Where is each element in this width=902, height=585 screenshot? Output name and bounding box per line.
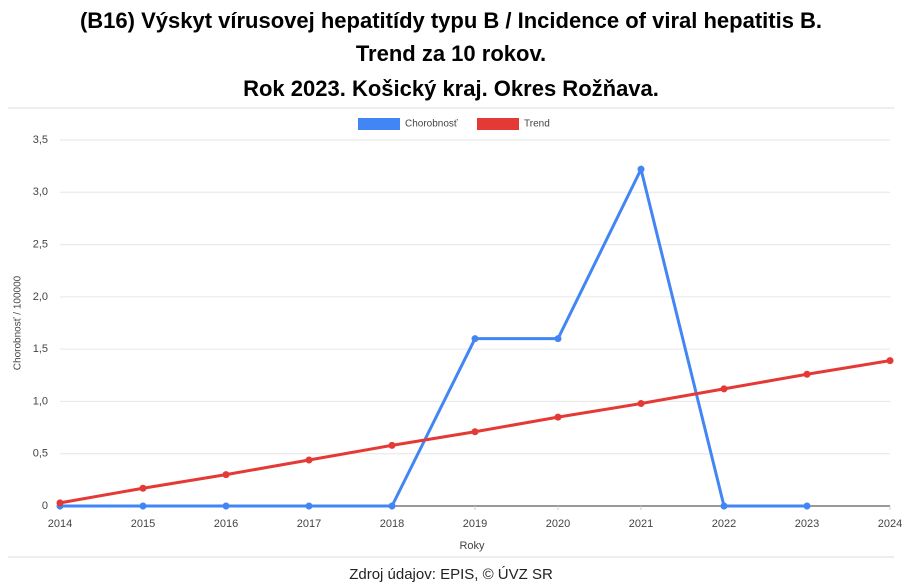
point [305,502,313,510]
y-tick-label: 0 [42,500,48,512]
point [720,502,728,510]
x-tick-label: 2014 [48,518,72,530]
x-tick-label: 2017 [297,518,321,530]
legend-label: Trend [524,119,550,130]
x-tick-label: 2022 [712,518,736,530]
point [139,484,147,492]
chart-title: (B16) Výskyt vírusovej hepatitídy typu B… [80,8,822,33]
source: Zdroj údajov: EPIS, © ÚVZ SR [349,566,553,583]
point [139,502,147,510]
x-tick-label: 2018 [380,518,404,530]
point [886,357,894,365]
point [803,502,811,510]
y-tick-label: 2,0 [33,291,48,303]
point [637,400,645,408]
y-axis-label: Chorobnosť / 100000 [13,275,24,370]
legend-swatch [477,118,519,130]
x-tick-label: 2023 [795,518,819,530]
x-tick-label: 2021 [629,518,653,530]
point [222,471,230,479]
y-tick-label: 1,5 [33,343,48,355]
x-axis-label: Roky [459,540,485,552]
point [803,370,811,378]
x-tick-label: 2015 [131,518,155,530]
y-tick-label: 0,5 [33,448,48,460]
point [554,335,562,343]
chart-title: Rok 2023. Košický kraj. Okres Rožňava. [243,76,659,101]
series-line [60,164,807,508]
point [471,428,479,436]
y-tick-label: 3,0 [33,186,48,198]
x-tick-label: 2019 [463,518,487,530]
point [388,502,396,510]
legend-label: Chorobnosť [405,119,458,130]
point [56,499,64,507]
point [554,413,562,421]
x-tick-label: 2020 [546,518,570,530]
legend-swatch [358,118,400,130]
point [720,385,728,393]
y-tick-label: 1,0 [33,395,48,407]
point [388,441,396,449]
y-tick-label: 2,5 [33,238,48,250]
x-tick-label: 2024 [878,518,902,530]
point [637,165,645,173]
point [471,335,479,343]
point [222,502,230,510]
y-tick-label: 3,5 [33,134,48,146]
chart-title: Trend za 10 rokov. [356,41,546,66]
point [305,456,313,464]
x-tick-label: 2016 [214,518,238,530]
